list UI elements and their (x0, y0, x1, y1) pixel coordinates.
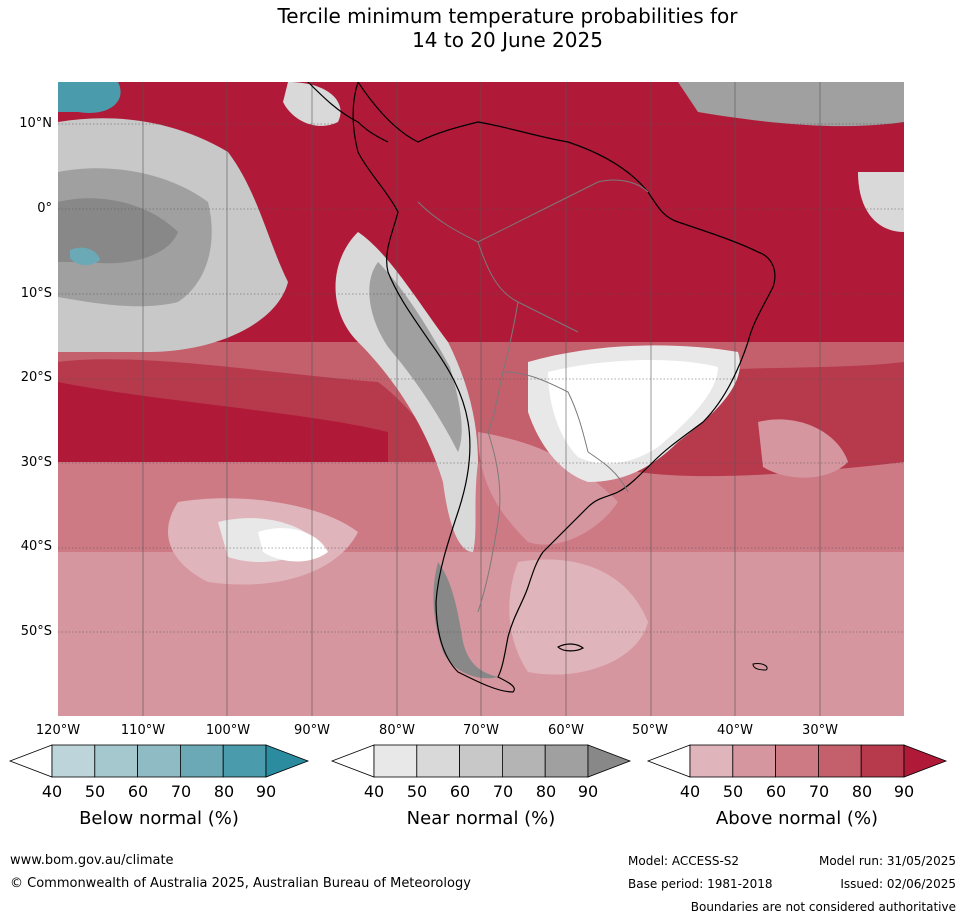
colorbar-below-tick-50: 50 (84, 782, 106, 801)
south-georgia-outline (752, 663, 768, 671)
chart-title: Tercile minimum temperature probabilitie… (0, 4, 965, 52)
region-plata-basin (478, 432, 618, 545)
colorbar-above-segment (689, 744, 734, 778)
colorbar-above-segment (817, 744, 862, 778)
lat-label-50s: 50°S (20, 624, 52, 639)
falklands-outline (556, 643, 585, 652)
colorbar-above-title: Above normal (%) (715, 808, 879, 829)
footer-copyright: © Commonwealth of Australia 2025, Austra… (10, 876, 471, 891)
colorbar-near-segment (416, 744, 461, 778)
region-andes-grey (369, 262, 462, 452)
colorbar-above-tick-80: 80 (851, 782, 873, 801)
region-eq-pacific-dark (58, 198, 178, 264)
colorbar-above-tick-60: 60 (765, 782, 787, 801)
colorbar-below-tick-70: 70 (170, 782, 192, 801)
map-canvas (58, 82, 904, 716)
probability-map (58, 82, 904, 716)
footer-website-link[interactable]: www.bom.gov.au/climate (10, 853, 174, 868)
colorbar-below-tick-90: 90 (255, 782, 277, 801)
colorbar-near-tick-90: 90 (577, 782, 599, 801)
footer-model-run: Model run: 31/05/2025 (818, 854, 956, 868)
title-line-1: Tercile minimum temperature probabilitie… (277, 4, 738, 28)
colorbar-near-high-arrow (587, 744, 632, 778)
colorbar-below-segment (179, 744, 224, 778)
colorbar-near-tick-60: 60 (449, 782, 471, 801)
country-borders (417, 179, 649, 613)
colorbar-below-segment (222, 744, 267, 778)
lat-label-0: 0° (37, 201, 52, 216)
lat-label-10s: 10°S (20, 286, 52, 301)
colorbar-near-segment (544, 744, 589, 778)
region-below-normal-patch (70, 247, 100, 266)
colorbar-above-low-arrow (646, 744, 691, 778)
colorbar-above-segment (775, 744, 819, 778)
colorbar-above (646, 744, 948, 778)
graticule-meridians (142, 82, 821, 716)
lon-label-30w: 30°W (802, 723, 838, 738)
lon-label-120w: 120°W (35, 723, 81, 738)
colorbar-above-tick-50: 50 (722, 782, 744, 801)
colorbar-near-segment (459, 744, 503, 778)
colorbar-near-tick-40: 40 (363, 782, 385, 801)
region-atlantic-near (858, 172, 904, 232)
colorbar-below-title: Below normal (%) (79, 808, 239, 829)
region-andes-near (335, 232, 478, 552)
region-patagonia-shelf (509, 559, 648, 675)
colorbar-above-tick-40: 40 (679, 782, 701, 801)
lon-label-70w: 70°W (463, 723, 499, 738)
colorbar-below-segment (137, 744, 181, 778)
colorbar-near-segment (373, 744, 418, 778)
south-america-coastline (352, 82, 776, 693)
colorbar-near-title: Near normal (%) (406, 808, 556, 829)
colorbar-near-tick-50: 50 (406, 782, 428, 801)
colorbar-below (8, 744, 310, 778)
footer-base-period: Base period: 1981-2018 (628, 877, 773, 891)
lat-label-30s: 30°S (20, 455, 52, 470)
central-america-coastline (307, 82, 389, 143)
colorbar-below-tick-40: 40 (41, 782, 63, 801)
colorbar-near-low-arrow (330, 744, 375, 778)
footer-model: Model: ACCESS-S2 (628, 854, 740, 868)
lon-label-80w: 80°W (379, 723, 415, 738)
colorbar-near (330, 744, 632, 778)
colorbar-below-segment (94, 744, 139, 778)
lat-label-40s: 40°S (20, 539, 52, 554)
region-south-pacific-white (258, 528, 328, 562)
colorbar-near-segment (501, 744, 546, 778)
colorbar-below-low-arrow (8, 744, 53, 778)
colorbar-above-segment (732, 744, 777, 778)
region-below-normal-nw (58, 82, 121, 113)
lat-label-10n: 10°N (19, 116, 52, 131)
lon-label-110w: 110°W (120, 723, 166, 738)
footer-issued: Issued: 02/06/2025 (840, 877, 956, 891)
colorbar-above-tick-70: 70 (808, 782, 830, 801)
colorbar-above-segment (860, 744, 905, 778)
title-line-2: 14 to 20 June 2025 (412, 28, 603, 52)
lon-label-60w: 60°W (548, 723, 584, 738)
lat-label-20s: 20°S (20, 370, 52, 385)
lon-label-50w: 50°W (632, 723, 668, 738)
lon-label-90w: 90°W (294, 723, 330, 738)
region-caribbean-grey (678, 82, 904, 127)
colorbar-below-tick-80: 80 (213, 782, 235, 801)
colorbar-near-tick-70: 70 (492, 782, 514, 801)
graticule (58, 123, 904, 633)
lon-label-100w: 100°W (205, 723, 251, 738)
colorbar-below-tick-60: 60 (127, 782, 149, 801)
colorbar-below-segment (51, 744, 96, 778)
colorbar-below-high-arrow (265, 744, 310, 778)
colorbar-near-tick-80: 80 (535, 782, 557, 801)
region-central-brazil-white (548, 360, 718, 464)
region-southern-andes-grey (433, 562, 498, 679)
colorbar-above-high-arrow (903, 744, 948, 778)
colorbar-above-tick-90: 90 (893, 782, 915, 801)
lon-label-40w: 40°W (717, 723, 753, 738)
footer-disclaimer: Boundaries are not considered authoritat… (690, 900, 956, 914)
region-subtropical-pacific-core (58, 382, 388, 462)
